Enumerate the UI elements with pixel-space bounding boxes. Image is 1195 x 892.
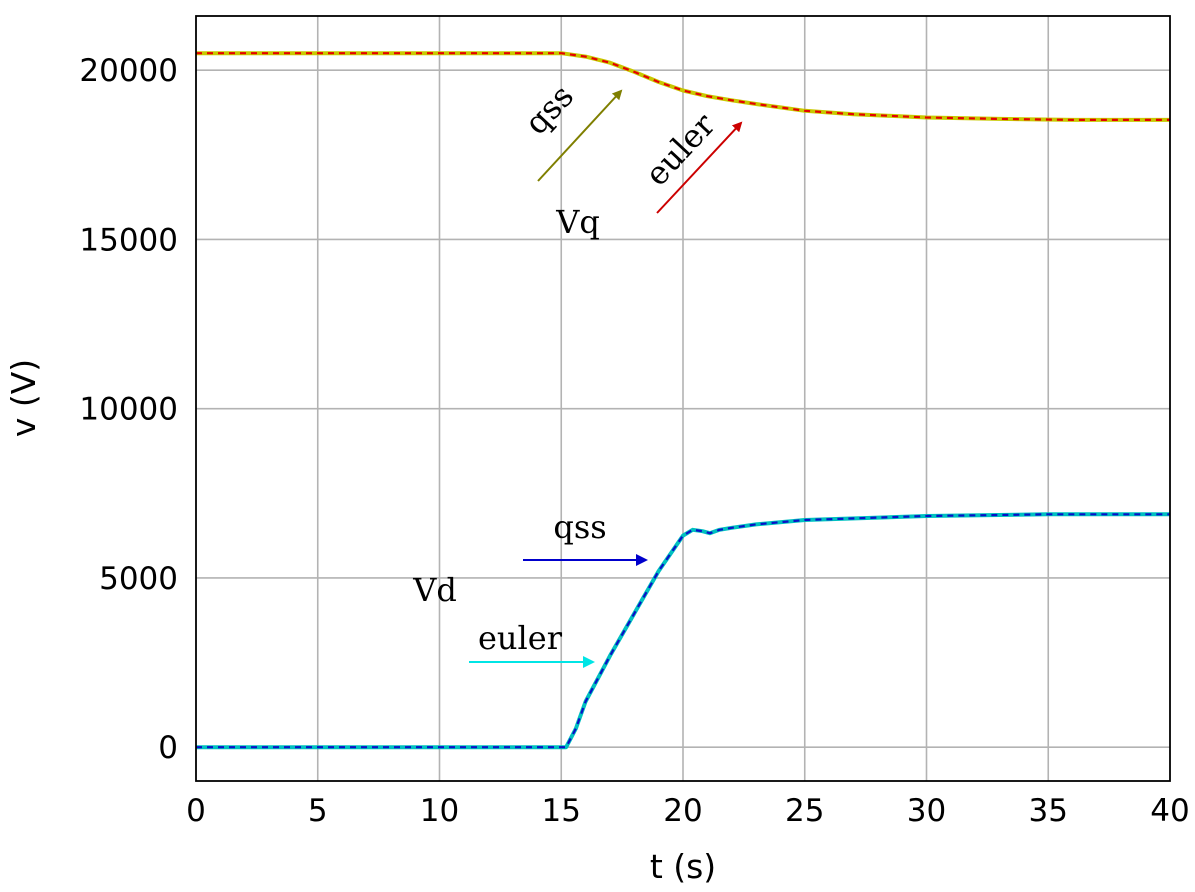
x-tick-label: 5: [308, 793, 328, 829]
x-tick-label: 10: [420, 793, 459, 829]
vq-qss-arrow: [537, 89, 623, 182]
y-tick-label: 15000: [79, 222, 178, 258]
x-tick-label: 40: [1150, 793, 1189, 829]
x-tick-label: 35: [1029, 793, 1068, 829]
vq-label: Vq: [555, 203, 600, 241]
x-tick-label: 20: [663, 793, 702, 829]
x-tick-label: 0: [186, 793, 206, 829]
series-line-vq-dashed: [196, 52, 1170, 121]
vd-label: Vd: [412, 571, 457, 609]
y-tick-label: 0: [158, 730, 178, 766]
y-tick-label: 10000: [79, 392, 178, 428]
series-line-vd-dashed: [196, 513, 1170, 749]
series-group: [196, 51, 1170, 750]
y-tick-label: 20000: [79, 53, 178, 89]
y-axis-label: v (V): [4, 359, 43, 437]
vd-euler-label: euler: [478, 619, 563, 657]
x-tick-label: 15: [542, 793, 581, 829]
x-tick-label: 30: [907, 793, 946, 829]
vq-euler-arrow: [656, 121, 743, 214]
tick-labels: 0 5 10 15 20 25 30 35 40 0 5000 10000 15000 20000: [79, 53, 1189, 829]
grid: [196, 16, 1170, 781]
vd-qss-label: qss: [553, 508, 606, 546]
x-axis-label: t (s): [650, 847, 716, 886]
plot-frame: [195, 15, 1171, 782]
x-tick-label: 25: [785, 793, 824, 829]
vq-euler-label: euler: [637, 105, 723, 193]
y-tick-label: 5000: [99, 561, 178, 597]
vq-qss-label: qss: [517, 77, 581, 142]
